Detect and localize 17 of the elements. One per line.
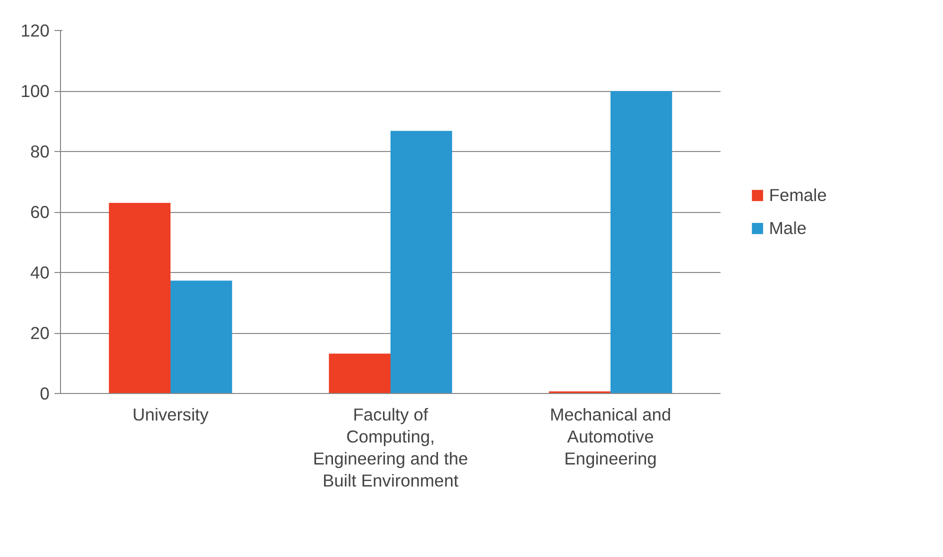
legend-label: Male xyxy=(769,218,807,238)
bar xyxy=(610,91,672,394)
y-tick-label: 0 xyxy=(40,384,50,404)
y-tick-label: 100 xyxy=(20,81,50,101)
y-tick-label: 40 xyxy=(30,262,50,282)
y-tick-label: 60 xyxy=(30,202,50,222)
x-tick-label: Faculty of Computing, Engineering and the Built Environment xyxy=(312,404,468,490)
bar xyxy=(170,280,232,394)
bar xyxy=(108,202,170,394)
x-tick-label: University xyxy=(132,404,209,424)
legend-label: Female xyxy=(769,184,827,206)
x-tick-label: Mechanical and Automotive Engineering xyxy=(550,404,672,468)
bar xyxy=(328,354,390,394)
y-tick-label: 80 xyxy=(30,142,50,162)
y-tick-label: 120 xyxy=(20,20,50,40)
bar xyxy=(390,130,452,394)
y-tick-label: 20 xyxy=(30,323,50,343)
